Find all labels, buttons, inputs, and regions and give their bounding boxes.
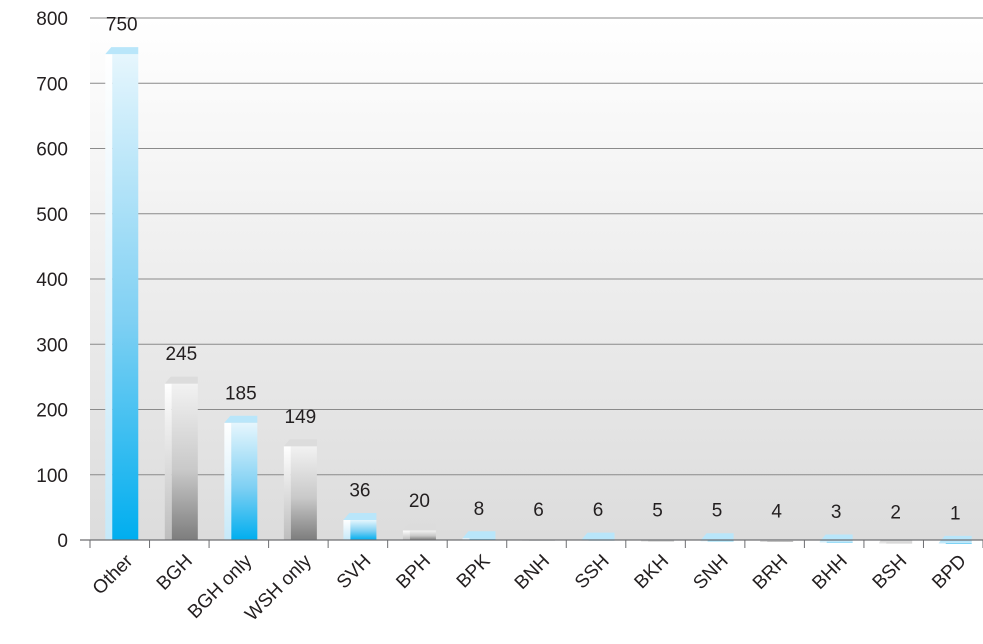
bar bbox=[700, 533, 734, 542]
bar-side-face bbox=[641, 540, 649, 542]
y-tick-label: 400 bbox=[36, 270, 68, 291]
bar-side-face bbox=[462, 538, 470, 540]
category-label: BPH bbox=[392, 551, 434, 593]
data-labels: 750 245 185 149 36 20 8 6 6 5 5 4 3 2 1 bbox=[106, 15, 961, 525]
bar bbox=[343, 513, 377, 540]
category-label: BKH bbox=[631, 551, 673, 593]
data-label: 2 bbox=[890, 503, 901, 524]
data-label: 149 bbox=[285, 407, 317, 428]
bar-side-face bbox=[819, 541, 827, 543]
bar-top-face bbox=[283, 439, 317, 447]
category-label: BRH bbox=[749, 551, 792, 594]
bar-front-face bbox=[826, 541, 853, 543]
data-label: 4 bbox=[771, 501, 782, 522]
bar-top-face bbox=[700, 533, 734, 541]
bar-front-face bbox=[945, 542, 972, 544]
bar-top-face bbox=[760, 533, 794, 541]
data-label: 8 bbox=[474, 499, 485, 520]
data-label: 5 bbox=[712, 501, 723, 522]
bar-top-face bbox=[164, 376, 198, 384]
bar-front-face bbox=[648, 540, 675, 542]
category-label: SNH bbox=[689, 551, 732, 594]
category-label: WSH only bbox=[241, 550, 316, 625]
bar-front-face bbox=[231, 422, 258, 540]
bar-front-face bbox=[171, 383, 198, 540]
data-label: 5 bbox=[652, 501, 663, 522]
bar-side-face bbox=[164, 383, 172, 540]
category-label: BPK bbox=[453, 550, 495, 592]
bar-front-face bbox=[290, 446, 317, 540]
bar-front-face bbox=[350, 520, 377, 540]
bar-side-face bbox=[760, 540, 768, 542]
data-label: 6 bbox=[533, 500, 544, 521]
bar-front-face bbox=[707, 540, 734, 542]
category-label: BGH bbox=[153, 551, 197, 595]
y-tick-label: 100 bbox=[36, 466, 68, 487]
bar-top-face bbox=[522, 532, 555, 540]
data-label: 20 bbox=[409, 491, 430, 512]
bar bbox=[641, 533, 675, 542]
y-tick-label: 600 bbox=[36, 140, 68, 161]
data-label: 245 bbox=[165, 344, 197, 365]
y-axis-ticks: 0 100 200 300 400 500 600 700 800 bbox=[36, 9, 68, 552]
y-tick-label: 800 bbox=[36, 9, 68, 30]
bar bbox=[283, 439, 317, 540]
bar-front-face bbox=[767, 540, 794, 542]
bar bbox=[105, 47, 139, 540]
y-tick-label: 200 bbox=[36, 401, 68, 422]
category-label: SVH bbox=[333, 551, 375, 593]
bar bbox=[760, 533, 794, 542]
data-label: 185 bbox=[225, 383, 257, 404]
bar-front-face bbox=[112, 54, 139, 540]
bar-side-face bbox=[224, 422, 232, 540]
bar-side-face bbox=[700, 540, 708, 542]
x-axis bbox=[80, 539, 983, 548]
bar-top-face bbox=[224, 415, 258, 423]
category-label: BNH bbox=[511, 551, 554, 594]
bar bbox=[462, 531, 496, 540]
y-tick-label: 500 bbox=[36, 205, 68, 226]
bar-front-face bbox=[469, 538, 496, 540]
data-label: 6 bbox=[593, 500, 604, 521]
bar-side-face bbox=[879, 542, 887, 544]
bar-side-face bbox=[343, 520, 351, 540]
bar-top-face bbox=[402, 523, 436, 531]
bar-side-face bbox=[938, 542, 946, 544]
y-tick-label: 700 bbox=[36, 74, 68, 95]
data-label: 36 bbox=[349, 481, 370, 502]
bars bbox=[105, 47, 972, 544]
bar bbox=[224, 415, 258, 540]
bar-top-face bbox=[581, 532, 615, 540]
bar bbox=[402, 523, 436, 540]
bar-top-face bbox=[641, 533, 675, 541]
bar-side-face bbox=[283, 446, 291, 540]
data-label: 3 bbox=[831, 502, 842, 523]
bar-top-face bbox=[105, 47, 139, 55]
bar-front-face bbox=[886, 542, 913, 544]
bar-front-face bbox=[409, 530, 436, 540]
category-label: BSH bbox=[869, 551, 911, 593]
bar-top-face bbox=[938, 535, 972, 543]
y-tick-label: 300 bbox=[36, 335, 68, 356]
bar-side-face bbox=[402, 530, 410, 540]
data-label: 750 bbox=[106, 15, 138, 36]
bar bbox=[164, 376, 198, 540]
bar-side-face bbox=[105, 54, 113, 540]
category-label: Other bbox=[89, 550, 138, 599]
bar bbox=[938, 535, 972, 544]
data-label: 1 bbox=[950, 503, 961, 524]
category-label: BHH bbox=[808, 551, 851, 594]
y-tick-label: 0 bbox=[57, 531, 68, 552]
bar-top-face bbox=[343, 513, 377, 521]
category-label: SSH bbox=[571, 551, 613, 593]
category-label: BPD bbox=[928, 551, 970, 593]
bar-top-face bbox=[462, 531, 496, 539]
